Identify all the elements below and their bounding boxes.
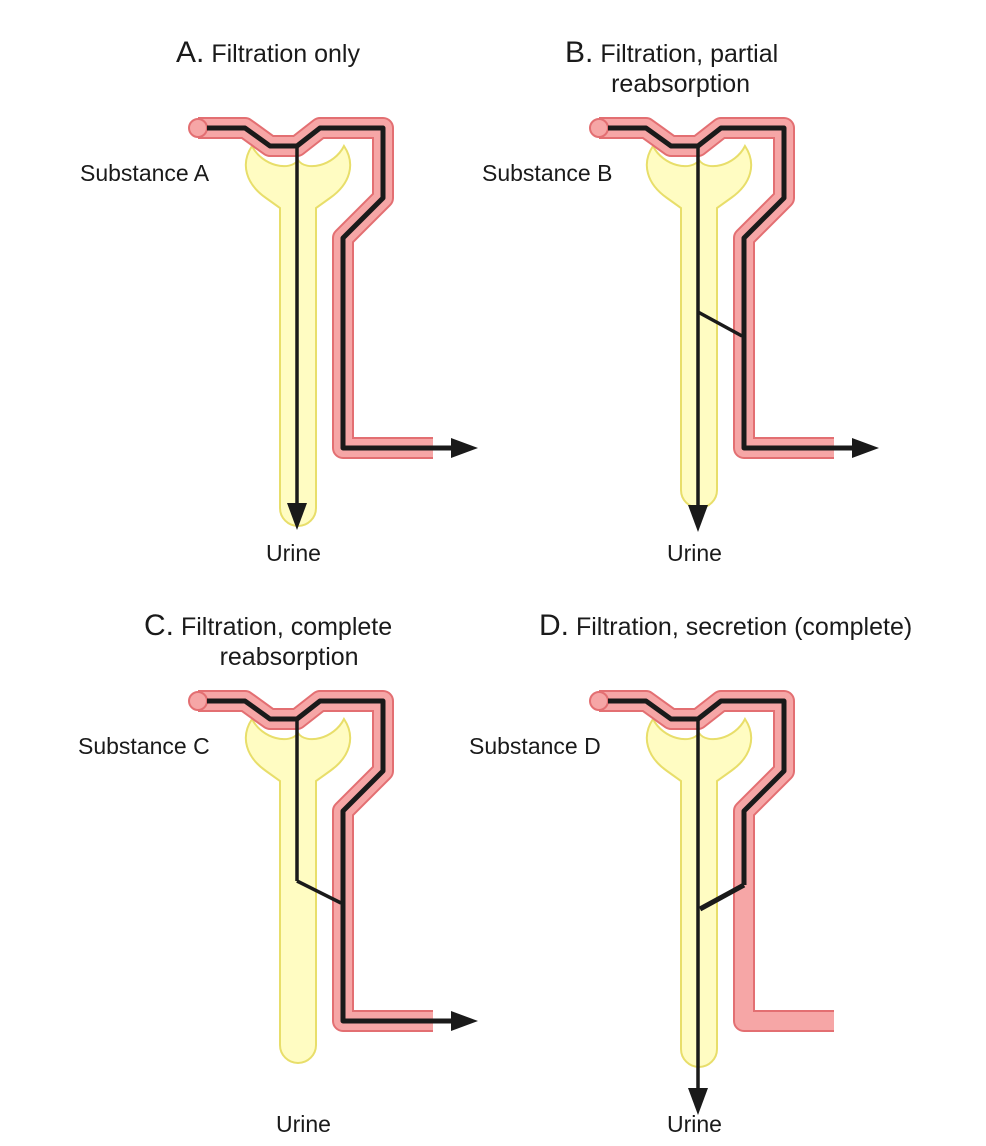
urine-label: Urine: [667, 1111, 722, 1137]
panel-title: A. Filtration only: [176, 36, 360, 69]
blood-flow-line: [608, 698, 787, 885]
panel-d: D. Filtration, secretion (complete) Subs…: [469, 573, 986, 1146]
urine-arrowhead: [688, 505, 708, 532]
reabsorption-line: [697, 310, 743, 338]
nephron-diagram: [188, 117, 478, 530]
blood-flow-arrowhead: [451, 438, 478, 458]
nephron-diagram: [589, 690, 834, 1115]
reabsorption-line: [296, 879, 342, 905]
urine-arrowhead: [287, 503, 307, 530]
substance-label: Substance D: [469, 733, 601, 759]
urine-label: Urine: [276, 1111, 331, 1137]
blood-flow-line: [608, 125, 856, 451]
blood-flow-arrowhead: [451, 1011, 478, 1031]
panel-b: B. Filtration, partial reabsorption Subs…: [482, 0, 986, 573]
substance-label: Substance B: [482, 160, 613, 186]
urine-label: Urine: [266, 540, 321, 566]
panel-c: C. Filtration, complete reabsorption Sub…: [0, 573, 493, 1146]
panel-title: C. Filtration, complete reabsorption: [144, 609, 393, 672]
blood-flow-line: [207, 698, 455, 1024]
panel-a: A. Filtration only Substance A Urine: [0, 0, 493, 573]
substance-label: Substance A: [80, 160, 210, 186]
substance-label: Substance C: [78, 733, 210, 759]
nephron-diagram: [589, 117, 879, 532]
blood-flow-line: [207, 125, 455, 451]
urine-arrowhead: [688, 1088, 708, 1115]
nephron-diagram: [188, 690, 478, 1064]
blood-flow-arrowhead: [852, 438, 879, 458]
panel-title: B. Filtration, partial reabsorption: [565, 36, 779, 99]
secretion-line: [698, 882, 746, 912]
urine-label: Urine: [667, 540, 722, 566]
panel-title: D. Filtration, secretion (complete): [539, 609, 913, 642]
